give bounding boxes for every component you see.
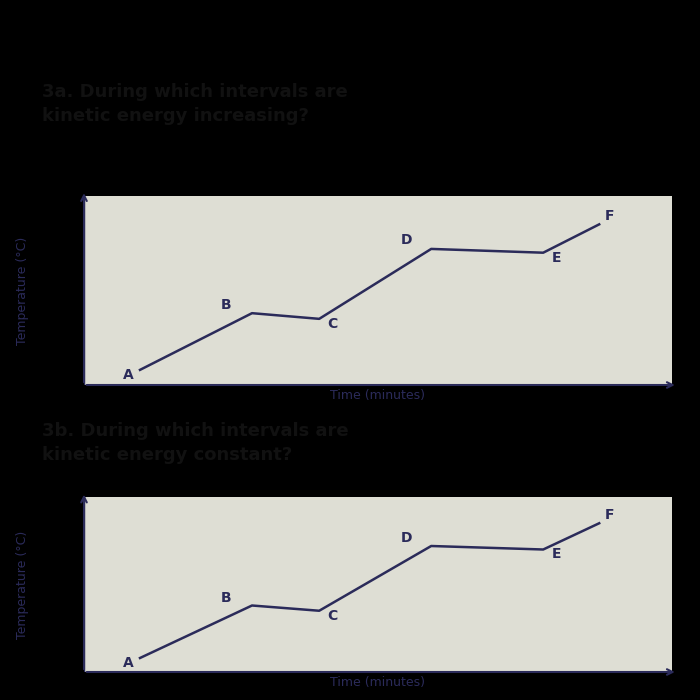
Text: C: C xyxy=(328,608,338,622)
Text: C: C xyxy=(328,317,338,331)
Text: E: E xyxy=(552,251,561,265)
Text: D: D xyxy=(400,531,412,545)
Text: Temperature (°C): Temperature (°C) xyxy=(16,237,29,344)
Text: 3a. During which intervals are
kinetic energy increasing?: 3a. During which intervals are kinetic e… xyxy=(42,83,348,125)
Text: E: E xyxy=(552,547,561,561)
Text: 3b. During which intervals are
kinetic energy constant?: 3b. During which intervals are kinetic e… xyxy=(42,422,349,463)
Text: D: D xyxy=(400,233,412,247)
X-axis label: Time (minutes): Time (minutes) xyxy=(330,389,426,402)
Text: F: F xyxy=(605,209,615,223)
X-axis label: Time (minutes): Time (minutes) xyxy=(330,676,426,690)
Text: A: A xyxy=(123,656,134,670)
Text: B: B xyxy=(221,298,232,312)
Text: B: B xyxy=(221,591,232,605)
Text: F: F xyxy=(605,508,615,522)
Text: Temperature (°C): Temperature (°C) xyxy=(16,531,29,638)
Text: A: A xyxy=(123,368,134,382)
